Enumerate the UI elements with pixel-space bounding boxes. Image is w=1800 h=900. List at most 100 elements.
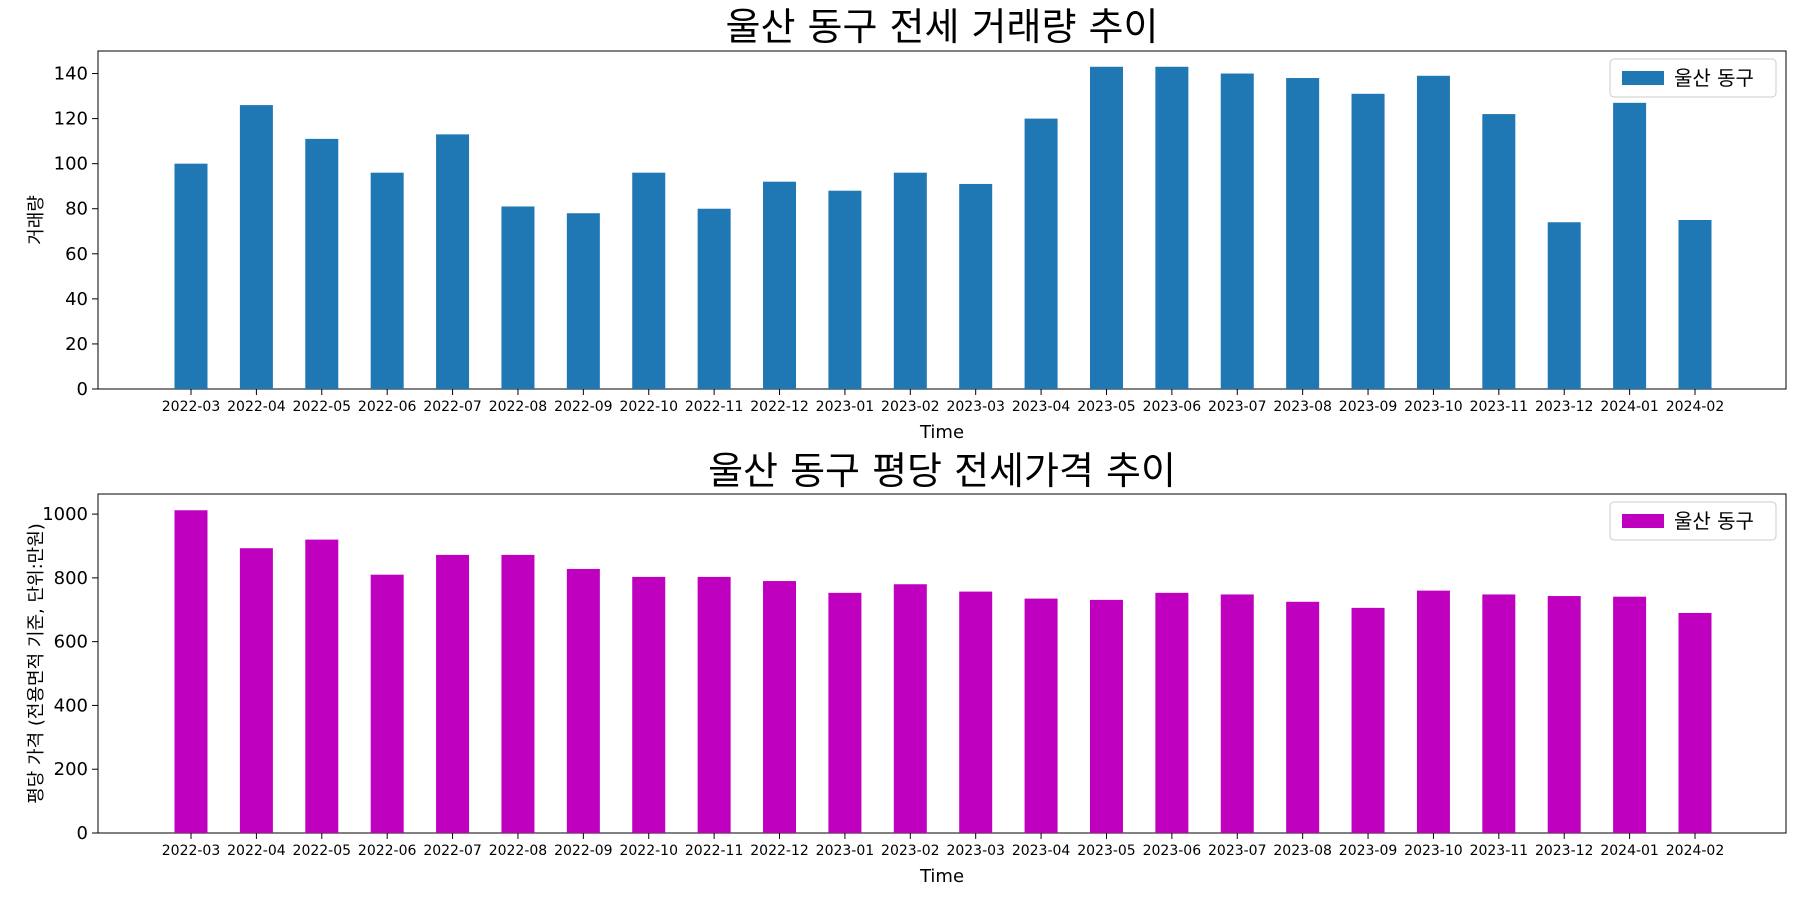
bar [1024, 598, 1058, 833]
x-tick-label: 2024-02 [1666, 843, 1725, 859]
x-tick-label: 2023-07 [1208, 843, 1267, 859]
chart-panel-1: 울산 동구 전세 거래량 추이 0 20 40 60 80 100 120 140 2022-03… [26, 5, 1787, 443]
x-tick-label: 2023-01 [816, 843, 875, 859]
bar [828, 190, 862, 389]
x-tick-label: 2023-10 [1404, 399, 1463, 415]
bar [828, 592, 862, 833]
x-tick-label: 2023-09 [1339, 843, 1398, 859]
legend-swatch [1622, 514, 1664, 528]
chart-panel-2: 울산 동구 평당 전세가격 추이 0 200 400 600 800 1000 2022-03… [26, 449, 1787, 887]
x-tick-label: 2023-01 [816, 399, 875, 415]
bar [305, 138, 339, 389]
bar [1678, 220, 1712, 389]
x-tick-label: 2022-05 [293, 399, 352, 415]
bar [501, 206, 535, 389]
y-tick-label: 800 [54, 568, 88, 589]
x-tick-label: 2023-05 [1077, 399, 1136, 415]
y-tick-label: 100 [54, 154, 88, 175]
x-tick-label: 2022-08 [489, 399, 548, 415]
bar [893, 584, 927, 833]
x-tick-label: 2022-10 [619, 843, 678, 859]
x-tick-label: 2023-03 [946, 843, 1005, 859]
bar [1547, 596, 1581, 833]
y-tick-label: 0 [77, 823, 88, 844]
bar [959, 591, 993, 833]
bar [1613, 102, 1647, 390]
y-tick-label: 140 [54, 64, 88, 85]
bar [893, 172, 927, 389]
x-tick-label: 2023-04 [1012, 399, 1071, 415]
legend: 울산 동구 [1609, 58, 1777, 98]
y-tick-label: 0 [77, 379, 88, 400]
bar [1155, 592, 1189, 833]
bar [436, 554, 470, 833]
x-tick-label: 2022-11 [685, 843, 744, 859]
y-tick-label: 400 [54, 695, 88, 716]
bar [174, 510, 208, 833]
plot-frame [97, 493, 1787, 834]
x-tick-label: 2023-11 [1470, 399, 1529, 415]
bar [1482, 594, 1516, 833]
x-tick-label: 2022-03 [162, 843, 221, 859]
x-tick-label: 2023-12 [1535, 399, 1594, 415]
legend-label: 울산 동구 [1674, 509, 1754, 533]
legend: 울산 동구 [1609, 501, 1777, 541]
chart-title: 울산 동구 평당 전세가격 추이 [708, 449, 1176, 493]
bar [959, 183, 993, 389]
y-tick-label: 40 [65, 289, 88, 310]
x-tick-label: 2023-02 [881, 843, 940, 859]
x-tick-label: 2022-05 [293, 843, 352, 859]
x-tick-label: 2022-09 [554, 399, 613, 415]
x-tick-label: 2023-05 [1077, 843, 1136, 859]
legend-swatch [1622, 71, 1664, 85]
y-tick-label: 200 [54, 759, 88, 780]
y-tick-label: 80 [65, 199, 88, 220]
x-tick-label: 2023-09 [1339, 399, 1398, 415]
x-tick-label: 2022-04 [227, 843, 286, 859]
x-tick-label: 2023-12 [1535, 843, 1594, 859]
x-tick-label: 2022-03 [162, 399, 221, 415]
x-tick-label: 2023-06 [1143, 843, 1202, 859]
plot-frame [97, 50, 1787, 390]
legend-box [1609, 58, 1777, 98]
bar [436, 134, 470, 389]
bar [1155, 66, 1189, 390]
x-tick-label: 2022-12 [750, 399, 809, 415]
x-tick-label: 2023-11 [1470, 843, 1529, 859]
x-tick-label: 2022-09 [554, 843, 613, 859]
bar [1089, 66, 1123, 390]
y-tick-label: 120 [54, 109, 88, 130]
bar [1220, 73, 1254, 390]
bar [1482, 114, 1516, 390]
bar [1286, 601, 1320, 833]
bar [1351, 93, 1385, 390]
bar [370, 172, 404, 389]
bar [370, 574, 404, 833]
x-tick-label: 2023-10 [1404, 843, 1463, 859]
legend-label: 울산 동구 [1674, 66, 1754, 90]
bar [697, 576, 731, 833]
x-tick-label: 2023-06 [1143, 399, 1202, 415]
bar [1613, 596, 1647, 833]
y-tick-label: 60 [65, 244, 88, 265]
bar [1286, 78, 1320, 389]
y-axis-label: 평당 가격 (전용면적 기준, 단위:만원) [26, 523, 47, 804]
bar [1416, 590, 1450, 833]
x-tick-label: 2023-03 [946, 399, 1005, 415]
bar [239, 105, 273, 389]
legend-box [1609, 501, 1777, 541]
x-tick-label: 2022-04 [227, 399, 286, 415]
bar [1547, 222, 1581, 389]
bar [1089, 599, 1123, 833]
bar [1416, 75, 1450, 389]
chart-title: 울산 동구 전세 거래량 추이 [726, 5, 1159, 49]
bar [763, 181, 797, 389]
x-tick-label: 2023-02 [881, 399, 940, 415]
bar [1678, 612, 1712, 833]
x-tick-label: 2022-07 [423, 843, 482, 859]
x-tick-label: 2024-02 [1666, 399, 1725, 415]
x-tick-label: 2022-06 [358, 399, 417, 415]
bar [305, 539, 339, 833]
bar [697, 208, 731, 389]
bar [1351, 607, 1385, 833]
